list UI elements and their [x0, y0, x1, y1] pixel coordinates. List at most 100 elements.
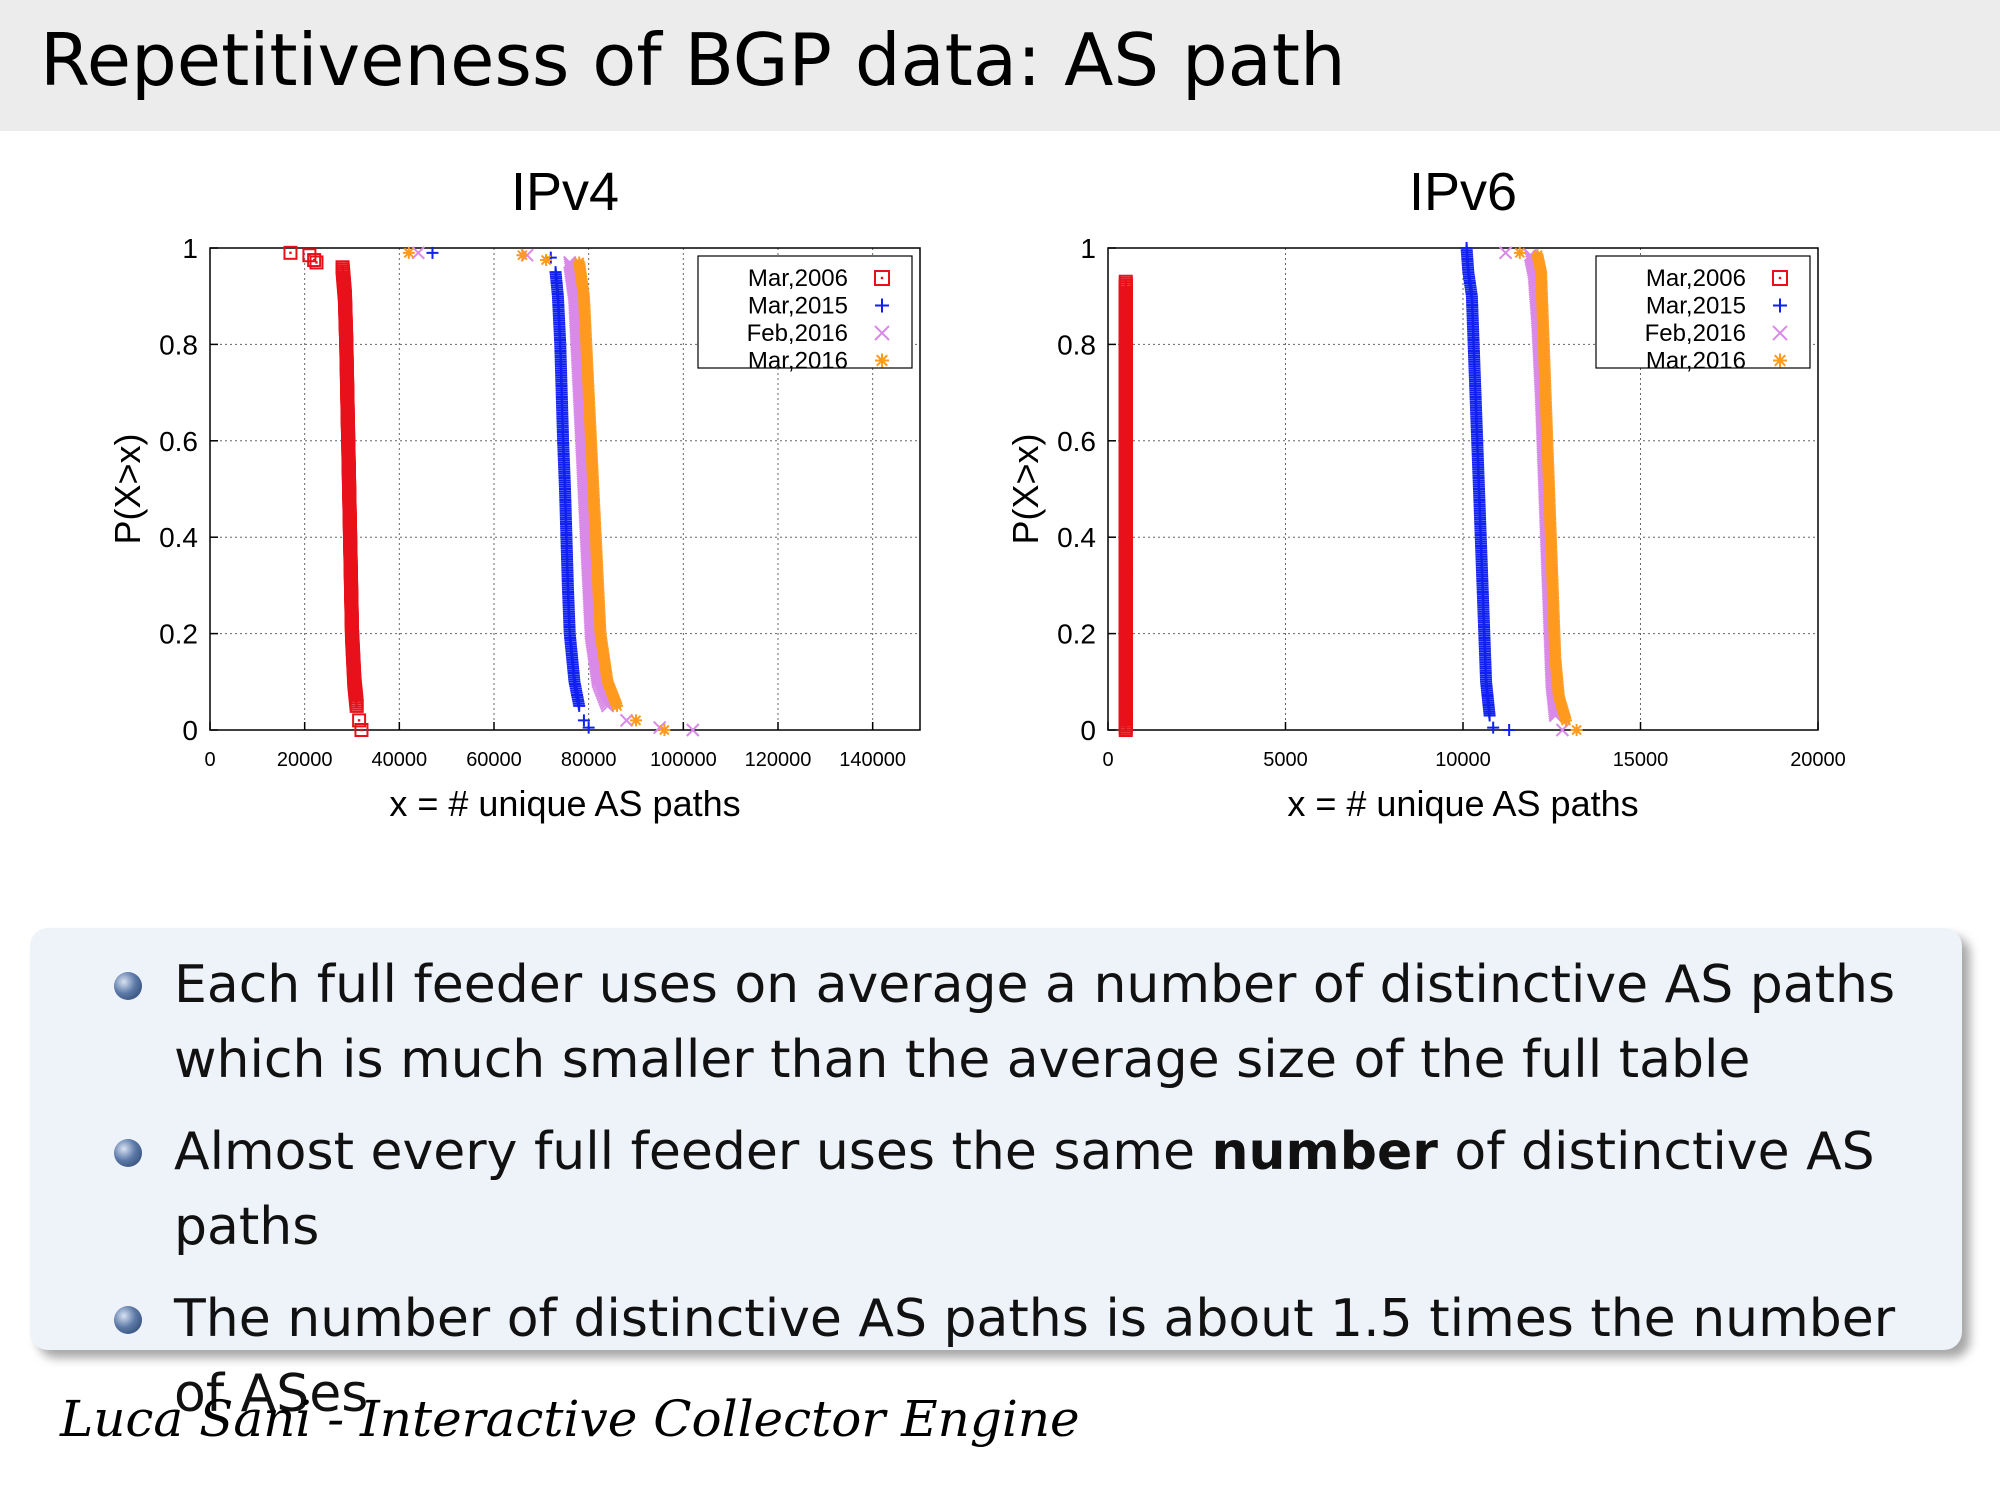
x-tick-label: 60000: [466, 749, 522, 771]
data-point-run: [1118, 484, 1133, 562]
legend-entry-label: Feb,2016: [747, 320, 848, 347]
data-point-run: [578, 292, 593, 349]
data-point-run: [573, 258, 590, 301]
bullet-item: Each full feeder uses on average a numbe…: [30, 948, 1962, 1098]
data-point: [283, 245, 298, 260]
data-point: [516, 249, 529, 262]
series-mar-2015: [426, 246, 595, 734]
data-point-run: [589, 533, 605, 590]
data-point-run: [1474, 533, 1489, 590]
bullet-dot-icon: [114, 972, 142, 1000]
data-point: [1570, 724, 1583, 736]
data-point-run: [602, 677, 623, 710]
bullet-emphasis: number: [1211, 1122, 1438, 1182]
data-point: [540, 254, 553, 267]
x-axis-label: x = # unique AS paths: [1287, 783, 1638, 824]
bullet-item: The number of distinctive AS paths is ab…: [30, 1282, 1962, 1432]
x-tick-label: 120000: [745, 749, 812, 771]
data-point-run: [557, 436, 571, 493]
legend-entry-marker: [1772, 270, 1788, 286]
bullet-text: of distinctive AS paths: [174, 1122, 1875, 1257]
data-point-run: [580, 340, 595, 397]
series-mar-2006: [1118, 274, 1133, 737]
slide-header: Repetitiveness of BGP data: AS path: [0, 0, 2000, 131]
x-tick-label: 40000: [372, 749, 428, 771]
data-point: [1498, 246, 1513, 260]
legend-entry-marker: [875, 298, 889, 313]
y-tick-label: 1: [182, 233, 198, 264]
data-point-run: [1465, 292, 1480, 349]
legend-entry-label: Mar,2006: [1646, 265, 1746, 292]
bullet-list: Each full feeder uses on average a numbe…: [30, 948, 1962, 1449]
data-point-run: [1473, 485, 1487, 542]
data-point: [352, 713, 367, 728]
data-point-run: [563, 629, 581, 686]
data-point: [426, 246, 439, 259]
data-point-run: [343, 532, 359, 591]
y-tick-label: 0.6: [1057, 426, 1096, 457]
slide-footer: Luca Sani - Interactive Collector Engine: [60, 1390, 1080, 1448]
data-point-run: [1542, 461, 1556, 517]
data-point-run: [1540, 412, 1555, 469]
data-point: [309, 255, 324, 270]
data-point-run: [585, 436, 600, 493]
plot-frame: [209, 247, 921, 731]
data-point-run: [559, 485, 573, 542]
legend-entry-marker: [1772, 325, 1788, 341]
data-point-run: [555, 388, 570, 445]
data-point-run: [582, 388, 597, 445]
data-point-run: [1476, 581, 1491, 638]
data-point-run: [594, 629, 614, 686]
legend-entry-label: Feb,2016: [1645, 320, 1746, 347]
x-tick-label: 140000: [839, 749, 906, 771]
legend-entry-marker: [874, 325, 890, 341]
data-point: [1487, 721, 1500, 734]
data-point-run: [1478, 629, 1492, 686]
x-tick-label: 10000: [1435, 749, 1491, 771]
data-point: [307, 253, 322, 268]
x-tick-label: 100000: [650, 749, 717, 771]
data-point-run: [568, 677, 585, 710]
data-point-run: [561, 581, 576, 638]
data-point-run: [560, 533, 574, 590]
legend-entry-marker: [875, 353, 889, 368]
data-point: [630, 714, 642, 727]
legend-entry-label: Mar,2015: [1646, 293, 1746, 320]
data-point-run: [1544, 509, 1558, 566]
data-point: [411, 246, 425, 260]
data-point-run: [554, 340, 568, 397]
data-point-run: [1535, 268, 1549, 325]
data-point-run: [552, 292, 567, 349]
data-point-run: [1471, 436, 1485, 493]
bullet-text: Each full feeder uses on average a numbe…: [174, 955, 1896, 1090]
y-tick-label: 0.8: [1057, 329, 1096, 360]
y-axis-label: P(X>x): [107, 433, 148, 544]
legend-entry-marker: [874, 270, 890, 286]
y-tick-label: 0.2: [1057, 619, 1096, 650]
data-point-run: [1118, 691, 1133, 735]
y-tick-label: 0.4: [159, 522, 198, 553]
x-tick-label: 0: [204, 749, 215, 771]
chart-title: IPv4: [511, 162, 619, 222]
data-point-run: [1118, 310, 1133, 355]
data-point: [402, 246, 415, 259]
bullet-text: Almost every full feeder uses the same: [174, 1122, 1212, 1182]
x-axis-label: x = # unique AS paths: [389, 783, 740, 824]
data-point-run: [587, 485, 602, 542]
bullet-item: Almost every full feeder uses the same n…: [30, 1115, 1962, 1265]
x-tick-label: 0: [1102, 749, 1113, 771]
x-tick-label: 20000: [1790, 749, 1846, 771]
y-tick-label: 0.6: [159, 426, 198, 457]
y-tick-label: 0: [182, 715, 198, 746]
data-point-run: [592, 581, 607, 638]
legend-box: [697, 255, 913, 369]
series-mar-2016: [402, 246, 671, 736]
data-point-run: [1545, 557, 1560, 614]
legend-entry-marker: [1773, 298, 1787, 313]
data-point: [1503, 724, 1516, 736]
x-tick-label: 15000: [1613, 749, 1669, 771]
x-tick-label: 5000: [1263, 749, 1308, 771]
data-point-run: [1480, 677, 1496, 720]
data-point: [658, 724, 671, 736]
y-axis-label: P(X>x): [1005, 433, 1046, 544]
